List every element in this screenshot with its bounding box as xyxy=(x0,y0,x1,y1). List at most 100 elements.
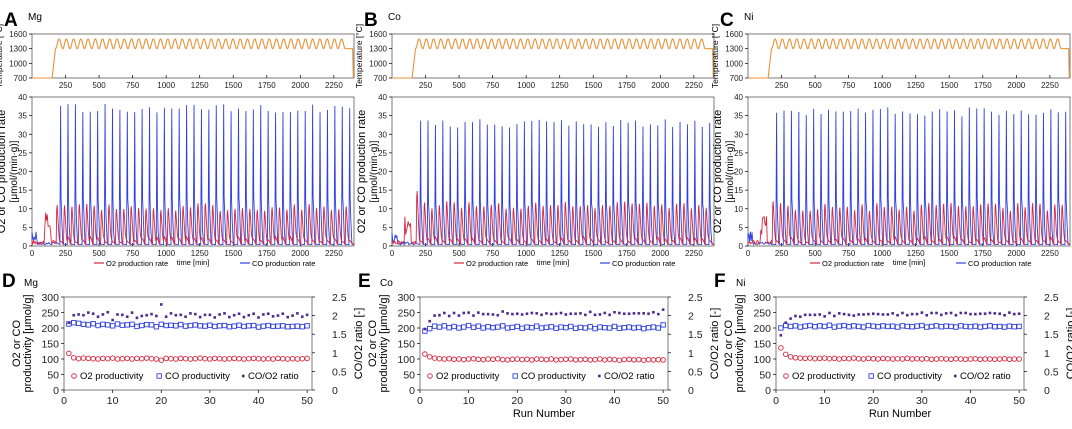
right-y-tick-label: 1.5 xyxy=(332,329,347,341)
o2-productivity-point xyxy=(875,356,881,362)
co-productivity-point xyxy=(129,321,135,327)
co-productivity-point xyxy=(148,322,155,328)
co-o2-ratio-point xyxy=(433,314,436,317)
co-o2-ratio-point xyxy=(983,312,987,316)
co-productivity-point xyxy=(178,321,184,328)
co-productivity-point xyxy=(602,325,608,331)
o2-productivity-point xyxy=(865,355,872,362)
o2-productivity-point xyxy=(143,355,150,361)
production-y-tick-label: 10 xyxy=(378,205,387,214)
o2-productivity-point xyxy=(231,355,237,362)
co-o2-ratio-point xyxy=(789,317,792,320)
o2-productivity-point xyxy=(836,356,842,362)
production-x-tick-label: 2000 xyxy=(651,249,669,258)
o2-productivity-point xyxy=(636,356,642,363)
o2-productivity-point xyxy=(558,356,564,363)
right-y-tick-label: 2 xyxy=(1044,311,1050,323)
co-productivity-point xyxy=(85,322,91,328)
o2-productivity-point xyxy=(66,350,72,357)
temperature-x-tick-label: 1750 xyxy=(974,81,992,90)
co-o2-ratio-point xyxy=(828,311,831,315)
production-x-tick-label: 0 xyxy=(390,249,395,258)
co-o2-ratio-point xyxy=(886,313,890,316)
co-o2-ratio-point xyxy=(871,312,875,316)
co-o2-ratio-point xyxy=(564,313,568,316)
co-o2-ratio-point xyxy=(554,312,558,316)
o2-productivity-point xyxy=(953,355,959,362)
co-productivity-point xyxy=(119,322,126,328)
co-o2-ratio-point xyxy=(642,312,645,315)
production-y-tick-label: 5 xyxy=(23,223,28,232)
production-x-tick-label: 2000 xyxy=(291,249,309,258)
temperature-x-tick-label: 750 xyxy=(486,81,500,90)
co-o2-ratio-point xyxy=(101,313,105,316)
production-y-tick-label: 20 xyxy=(378,168,387,177)
co-o2-ratio-point xyxy=(438,313,441,317)
legend-o2-label: O2 productivity xyxy=(792,371,856,382)
co-o2-ratio-point xyxy=(116,313,119,316)
temperature-series-line xyxy=(392,38,714,79)
production-x-tick-label: 500 xyxy=(92,249,106,258)
x-tick-label: 50 xyxy=(301,395,313,407)
o2-productivity-point xyxy=(909,356,915,362)
co-productivity-point xyxy=(153,324,160,330)
temperature-y-tick-label: 1600 xyxy=(9,30,27,39)
co-productivity-point xyxy=(75,320,82,326)
co-o2-ratio-point xyxy=(891,312,895,315)
co-productivity-point xyxy=(650,324,657,330)
co-o2-ratio-point xyxy=(622,312,626,316)
co-productivity-point xyxy=(899,323,906,329)
o2-productivity-point xyxy=(148,355,155,362)
co-productivity-point xyxy=(992,324,998,330)
left-y-tick-label: 100 xyxy=(397,354,415,366)
x-tick-label: 50 xyxy=(657,395,669,407)
legend-o2-label: O2 production rate xyxy=(466,259,528,268)
x-axis-label: Run Number xyxy=(513,408,576,420)
o2-productivity-point xyxy=(441,356,448,362)
co-productivity-point xyxy=(919,322,925,329)
co-o2-ratio-point xyxy=(661,308,665,311)
production-y-axis-label-line1: O2 or CO production rate xyxy=(0,110,8,234)
right-y-tick-label: 2.5 xyxy=(1044,292,1059,304)
co-o2-ratio-point xyxy=(598,313,602,316)
co-productivity-point xyxy=(250,322,257,329)
co-o2-ratio-point xyxy=(305,313,309,317)
co-productivity-point xyxy=(304,323,310,329)
co-o2-ratio-point xyxy=(271,315,275,318)
o2-productivity-point xyxy=(480,356,486,363)
o2-productivity-point xyxy=(807,355,813,361)
co-productivity-point xyxy=(543,324,550,331)
co-o2-ratio-point xyxy=(106,310,110,314)
co-productivity-point xyxy=(909,324,915,330)
co-productivity-point xyxy=(943,323,949,329)
temperature-x-tick-label: 1000 xyxy=(157,81,175,90)
o2-productivity-point xyxy=(797,355,804,361)
co-productivity-point xyxy=(606,325,613,331)
co-o2-ratio-point xyxy=(559,311,563,315)
co-o2-ratio-point xyxy=(481,312,485,316)
co-productivity-point xyxy=(577,324,584,331)
o2-productivity-point xyxy=(938,355,945,362)
panel-letter: D xyxy=(2,271,16,292)
co-productivity-point xyxy=(158,321,164,327)
co-o2-ratio-point xyxy=(189,312,192,315)
co-o2-ratio-point xyxy=(803,313,807,317)
temperature-y-tick-label: 1000 xyxy=(725,59,743,68)
right-y-tick-label: 0.5 xyxy=(332,366,347,378)
co-o2-ratio-point xyxy=(208,313,212,317)
co-productivity-point xyxy=(967,324,974,330)
legend-co-label: CO productivity xyxy=(877,371,942,382)
temperature-x-tick-label: 500 xyxy=(92,81,106,90)
co-o2-ratio-point xyxy=(842,312,846,316)
o2-productivity-point xyxy=(958,356,964,362)
o2-productivity-point xyxy=(284,356,291,362)
temperature-x-tick-label: 2000 xyxy=(291,81,309,90)
production-y-tick-label: 15 xyxy=(734,186,743,195)
o2-productivity-point xyxy=(422,351,428,357)
temperature-y-tick-label: 1300 xyxy=(369,45,387,54)
co-productivity-point xyxy=(255,324,262,330)
left-y-tick-label: 50 xyxy=(47,370,59,382)
co-productivity-point xyxy=(71,320,77,326)
legend-co-label: CO production rate xyxy=(252,259,315,268)
